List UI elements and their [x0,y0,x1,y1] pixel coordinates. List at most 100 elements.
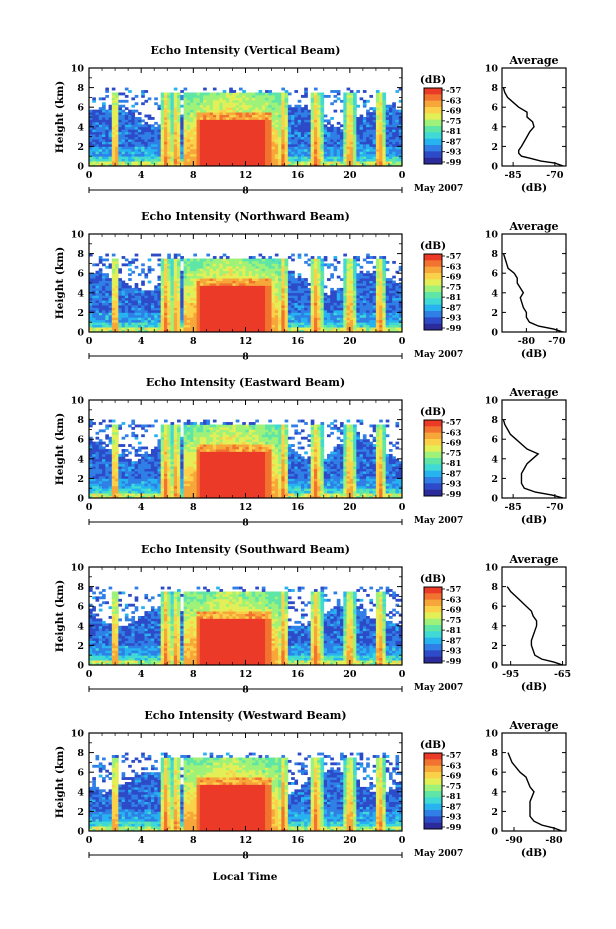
heatmap-cell [108,134,113,137]
heatmap-cell [222,287,227,291]
heatmap-cell [232,112,237,115]
heatmap-cell [379,143,383,147]
heatmap-cell [349,161,354,164]
heatmap-cell [193,292,197,296]
heatmap-cell [242,151,246,155]
heatmap-cell [274,268,279,272]
heatmap-cell [258,319,263,323]
heatmap-cell [193,317,197,321]
heatmap-cell [349,104,354,108]
heatmap-cell [255,268,259,272]
heatmap-cell [124,302,129,306]
heatmap-cell [102,97,106,101]
heatmap-cell [128,302,132,306]
heatmap-cell [219,163,224,167]
heatmap-cell [131,319,136,323]
heatmap-cell [229,297,233,301]
heatmap-cell [128,124,132,128]
heatmap-cell [281,119,286,123]
heatmap-cell [268,312,272,316]
heatmap-cell [313,121,318,125]
heatmap-cell [297,285,302,289]
heatmap-cell [206,126,211,130]
heatmap-cell [89,161,93,164]
heatmap-cell [353,161,357,164]
heatmap-cell [173,121,178,125]
heatmap-cell [353,143,357,147]
heatmap-cell [199,324,204,328]
heatmap-cell [349,278,354,281]
heatmap-cell [199,117,204,120]
heatmap-cell [196,141,201,145]
heatmap-cell [291,126,295,130]
heatmap-cell [317,148,321,152]
heatmap-cell [294,280,299,284]
heatmap-cell [340,158,344,162]
heatmap-cell [89,156,93,160]
heatmap-cell [190,102,194,106]
heatmap-cell [323,297,328,301]
heatmap-cell [362,305,367,308]
heatmap-cell [92,283,96,286]
heatmap-cell [362,314,367,318]
heatmap-cell [157,153,162,157]
heatmap-cell [193,270,197,274]
heatmap-cell [199,156,204,160]
heatmap-cell [353,312,357,316]
heatmap-cell [131,317,136,321]
heatmap-cell [92,312,96,316]
heatmap-cell [229,309,233,313]
heatmap-cell [238,87,243,91]
heatmap-cell [245,121,250,125]
heatmap-cell [203,97,207,101]
heatmap-cell [180,273,184,277]
heatmap-cell [150,302,155,306]
heatmap-cell [147,295,152,299]
heatmap-cell [252,146,256,150]
heatmap-cell [271,260,276,264]
heatmap-cell [346,263,351,267]
heatmap-cell [258,275,263,279]
heatmap-cell [102,139,106,142]
heatmap-cell [320,290,325,294]
heatmap-cell [294,161,299,164]
heatmap-cell [229,275,233,279]
heatmap-cell [271,102,276,106]
heatmap-cell [294,283,299,286]
heatmap-cell [320,283,325,286]
heatmap-cell [95,317,100,321]
heatmap-cell [304,143,308,147]
heatmap-cell [294,153,299,157]
heatmap-cell [235,280,240,284]
heatmap-cell [232,322,237,326]
heatmap-cell [327,295,331,299]
heatmap-cell [398,158,403,162]
heatmap-cell [222,307,227,311]
heatmap-cell [219,102,224,106]
heatmap-cell [297,107,302,111]
heatmap-cell [118,139,122,142]
heatmap-cell [212,285,217,289]
heatmap-cell [346,156,351,160]
heatmap-cell [258,92,263,96]
heatmap-cell [281,270,286,274]
heatmap-cell [199,136,204,140]
heatmap-cell [304,309,308,313]
heatmap-cell [300,158,305,162]
average-x-label: (dB) [521,182,547,194]
heatmap-cell [128,268,132,272]
heatmap-cell [366,285,370,289]
heatmap-cell [287,136,292,140]
heatmap-cell [310,302,315,306]
heatmap-cell [170,317,175,321]
heatmap-cell [248,314,253,318]
heatmap-cell [271,92,276,96]
heatmap-cell [190,97,194,101]
heatmap-cell [95,136,100,140]
heatmap-cell [317,305,321,308]
heatmap-cell [271,134,276,137]
heatmap-cell [180,141,184,145]
heatmap-cell [167,307,171,311]
heatmap-cell [330,136,334,140]
heatmap-cell [147,270,152,274]
